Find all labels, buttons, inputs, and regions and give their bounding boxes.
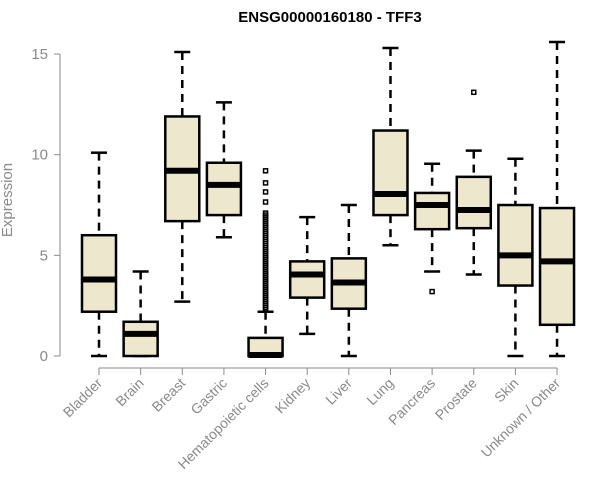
outlier-point — [262, 180, 269, 186]
iqr-box — [288, 260, 326, 299]
iqr-box — [122, 320, 159, 358]
x-tick-label: Prostate — [432, 375, 480, 423]
box-prostate — [455, 89, 493, 276]
y-axis-label: Expression — [0, 163, 16, 237]
x-tick-label: Brain — [112, 375, 146, 409]
x-tick-label: Kidney — [272, 375, 314, 417]
x-tick-label: Unknown / Other — [478, 375, 564, 461]
outlier-point — [262, 189, 269, 195]
box-skin — [497, 157, 534, 358]
box-pancreas — [413, 162, 451, 295]
outlier-point — [429, 288, 435, 295]
x-tick-label: Liver — [322, 375, 355, 408]
iqr-box — [497, 203, 534, 287]
box-unknown-other — [538, 40, 576, 358]
iqr-box — [538, 206, 576, 327]
x-tick-label: Bladder — [60, 375, 106, 421]
box-liver — [330, 203, 368, 358]
box-hematopoietic-cells — [247, 168, 284, 358]
y-tick-label: 0 — [40, 348, 48, 365]
box-bladder — [80, 151, 118, 358]
box-kidney — [288, 215, 326, 336]
boxes-group — [80, 40, 576, 358]
iqr-box — [205, 161, 243, 217]
y-axis: 0 5 10 15 — [31, 46, 61, 365]
box-gastric — [205, 101, 243, 239]
x-tick-label: Skin — [491, 375, 522, 406]
x-tick-label: Breast — [148, 375, 188, 415]
iqr-box — [455, 175, 493, 230]
outlier-point — [471, 89, 477, 96]
y-tick-label: 10 — [31, 147, 48, 164]
outlier-point — [262, 168, 269, 174]
iqr-box — [413, 191, 451, 231]
iqr-box — [372, 129, 409, 217]
box-lung — [372, 46, 409, 247]
y-tick-label: 15 — [31, 46, 48, 63]
iqr-box — [80, 233, 118, 313]
y-tick-label: 5 — [40, 247, 48, 264]
box-breast — [164, 50, 201, 303]
chart-title: ENSG00000160180 - TFF3 — [238, 9, 421, 26]
x-tick-label: Lung — [363, 375, 396, 408]
outlier-point — [262, 199, 269, 205]
outlier-point — [262, 306, 269, 313]
box-brain — [122, 270, 159, 358]
